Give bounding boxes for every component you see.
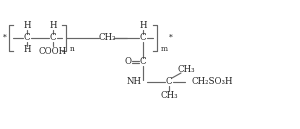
- Text: H: H: [23, 46, 31, 54]
- Text: CH₃: CH₃: [177, 66, 195, 75]
- Text: COOH: COOH: [39, 46, 67, 55]
- Text: H: H: [23, 22, 31, 30]
- Text: *: *: [169, 34, 173, 42]
- Text: NH: NH: [127, 78, 142, 87]
- Text: C: C: [140, 34, 146, 42]
- Text: m: m: [161, 45, 168, 53]
- Text: O: O: [124, 58, 131, 67]
- Text: CH₂: CH₂: [98, 34, 116, 42]
- Text: C: C: [24, 34, 30, 42]
- Text: H: H: [139, 22, 147, 30]
- Text: CH₃: CH₃: [160, 91, 178, 100]
- Text: C: C: [166, 78, 172, 87]
- Text: *: *: [3, 34, 7, 42]
- Text: n: n: [70, 45, 75, 53]
- Text: C: C: [50, 34, 56, 42]
- Text: C: C: [140, 58, 146, 67]
- Text: H: H: [49, 22, 57, 30]
- Text: CH₂SO₃H: CH₂SO₃H: [191, 78, 233, 87]
